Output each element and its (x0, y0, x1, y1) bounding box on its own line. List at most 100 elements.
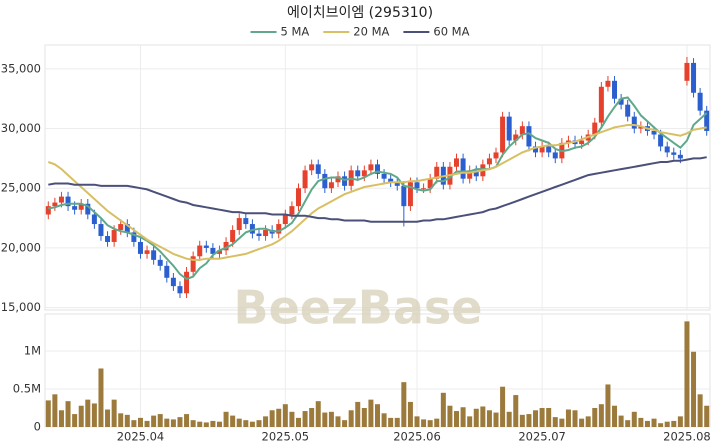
candle-body (177, 286, 183, 294)
chart-title: 에이치브이엠 (295310) (287, 5, 433, 21)
candle-body (230, 230, 236, 242)
candle-body (45, 206, 51, 215)
legend-label: 20 MA (353, 25, 389, 39)
candle-body (322, 173, 328, 189)
volume-bar (519, 414, 525, 427)
volume-bar (539, 408, 545, 427)
candle-body (651, 130, 657, 135)
volume-bar (697, 394, 703, 427)
candle-body (519, 126, 525, 135)
candle-body (407, 182, 413, 207)
candle-body (295, 188, 301, 207)
candle-body (236, 218, 242, 231)
candle-body (184, 271, 190, 294)
volume-bar (664, 421, 670, 427)
candle-body (381, 173, 387, 179)
volume-bar (401, 382, 407, 427)
volume-bar (124, 414, 130, 427)
candle-body (625, 104, 631, 117)
candle-body (78, 203, 84, 210)
volume-bar (269, 410, 275, 427)
volume-bar (91, 403, 97, 427)
volume-bar (552, 417, 558, 427)
legend-label: 60 MA (433, 25, 469, 39)
volume-bar (98, 368, 104, 427)
y-tick-label: 30,000 (1, 121, 41, 135)
candle-body (467, 170, 473, 179)
candle-body (486, 158, 492, 165)
x-tick-label: 2025.04 (117, 430, 165, 444)
legend-label: 5 MA (281, 25, 310, 39)
candle-body (592, 122, 598, 135)
x-tick-label: 2025.05 (262, 430, 310, 444)
candle-body (671, 152, 677, 155)
volume-bar (572, 410, 578, 427)
candle-body (473, 170, 479, 177)
candle-body (328, 182, 334, 189)
volume-bar (658, 423, 664, 427)
volume-bar (677, 416, 683, 427)
volume-bar (526, 414, 532, 427)
volume-bar (368, 399, 374, 427)
volume-bar (276, 408, 282, 427)
volume-bar (58, 410, 64, 427)
candle-body (421, 188, 427, 190)
candle-body (506, 116, 512, 141)
candle-body (137, 241, 143, 254)
candle-body (85, 203, 91, 215)
candle-body (216, 250, 222, 254)
candle-body (282, 214, 288, 225)
volume-bar (434, 418, 440, 427)
candle-body (374, 164, 381, 174)
volume-bar (118, 413, 124, 427)
volume-bar (78, 405, 84, 427)
volume-bar (414, 416, 420, 427)
volume-bar (644, 420, 650, 427)
volume-bar (45, 400, 51, 427)
candle-body (454, 158, 460, 167)
volume-bar (618, 415, 624, 427)
candle-body (691, 62, 697, 93)
volume-bar (249, 421, 255, 427)
candle-body (65, 196, 71, 207)
candle-body (631, 116, 637, 129)
legend: 5 MA 20 MA 60 MA (250, 25, 470, 39)
candle-body (203, 245, 209, 248)
candle-body (98, 224, 104, 236)
volume-bar (381, 413, 387, 427)
y-tick-label: 35,000 (1, 61, 41, 75)
volume-bar (184, 414, 190, 427)
volume-bar (236, 418, 242, 427)
volume-bar (164, 418, 170, 427)
volume-bar (671, 420, 677, 427)
volume-bar (105, 409, 111, 427)
volume-bar (533, 410, 539, 427)
y-tick-label: 25,000 (1, 181, 41, 195)
volume-bar (302, 411, 308, 427)
volume-bar (230, 415, 236, 427)
volume-bar (631, 411, 637, 427)
volume-bar (72, 414, 78, 427)
volume-bar (388, 417, 394, 427)
volume-bar (151, 415, 157, 427)
volume-bar (355, 401, 361, 427)
candle-body (170, 277, 176, 287)
candle-body (658, 134, 664, 147)
x-tick-label: 2025.08 (663, 430, 711, 444)
volume-bar (328, 411, 334, 427)
candle-body (263, 230, 269, 236)
x-tick-label: 2025.06 (393, 430, 441, 444)
candle-body (394, 182, 400, 186)
volume-tick-label: 0.5M (13, 382, 41, 396)
candle-body (526, 126, 532, 147)
candle-body (677, 154, 683, 159)
volume-bar (243, 420, 249, 427)
volume-bar (322, 412, 328, 427)
candle-body (368, 164, 374, 171)
volume-bar (348, 410, 354, 427)
candle-body (315, 164, 321, 174)
candle-body (118, 224, 124, 231)
candle-body (427, 178, 433, 189)
volume-bar (480, 406, 486, 427)
candle-body (151, 250, 157, 260)
